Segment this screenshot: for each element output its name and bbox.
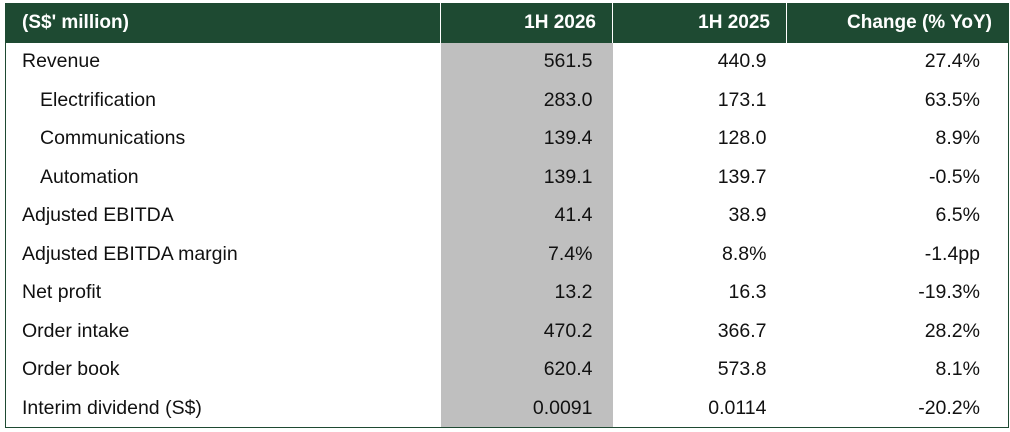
value-1h-2025: 366.7 <box>717 319 767 342</box>
value-1h-2026: 0.0091 <box>440 389 613 428</box>
value-1h-2026: 561.5 <box>440 42 613 81</box>
table-row: Adjusted EBITDA 41.4 38.9 6.5% <box>6 196 1009 235</box>
value-change-yoy: 6.5% <box>935 204 980 227</box>
row-label: Electrification <box>40 88 156 111</box>
row-label: Revenue <box>22 50 101 73</box>
row-label: Order book <box>22 358 120 381</box>
row-label: Automation <box>40 165 139 188</box>
header-change-yoy: Change (% YoY) <box>786 3 1009 43</box>
value-1h-2025: 139.7 <box>717 165 767 188</box>
value-1h-2025: 8.8% <box>722 242 767 265</box>
value-1h-2026: 470.2 <box>440 312 613 351</box>
value-change-yoy: -0.5% <box>929 165 980 188</box>
row-label: Adjusted EBITDA margin <box>22 242 238 265</box>
value-1h-2025: 440.9 <box>717 50 767 73</box>
header-1h-2025: 1H 2025 <box>612 3 787 43</box>
value-1h-2026: 41.4 <box>440 196 613 235</box>
value-1h-2025: 0.0114 <box>708 396 767 419</box>
header-row: (S$' million) 1H 2026 1H 2025 Change (% … <box>5 3 1009 43</box>
table-row: Revenue 561.5 440.9 27.4% <box>6 42 1009 81</box>
table-row: Automation 139.1 139.7 -0.5% <box>6 158 1009 197</box>
table-row: Electrification 283.0 173.1 63.5% <box>6 81 1009 120</box>
value-1h-2026: 139.1 <box>440 158 613 197</box>
row-label: Communications <box>40 127 186 150</box>
value-1h-2025: 573.8 <box>717 358 767 381</box>
value-1h-2026: 7.4% <box>440 235 613 274</box>
value-1h-2025: 38.9 <box>728 204 767 227</box>
financial-summary-table: (S$' million) 1H 2026 1H 2025 Change (% … <box>5 3 1009 428</box>
table-row: Interim dividend (S$) 0.0091 0.0114 -20.2% <box>6 389 1009 428</box>
table-header: (S$' million) 1H 2026 1H 2025 Change (% … <box>5 3 1009 43</box>
value-1h-2025: 16.3 <box>728 281 767 304</box>
row-label: Net profit <box>22 281 102 304</box>
value-change-yoy: 8.9% <box>935 127 980 150</box>
row-label: Order intake <box>22 319 130 342</box>
table-row: Communications 139.4 128.0 8.9% <box>6 119 1009 158</box>
value-change-yoy: -1.4pp <box>924 242 980 265</box>
value-change-yoy: -19.3% <box>918 281 980 304</box>
table-row: Order intake 470.2 366.7 28.2% <box>6 312 1009 351</box>
value-1h-2026: 620.4 <box>440 350 613 389</box>
value-change-yoy: 63.5% <box>924 88 980 111</box>
value-1h-2026: 139.4 <box>440 119 613 158</box>
value-1h-2025: 128.0 <box>717 127 767 150</box>
row-label: Adjusted EBITDA <box>22 204 174 227</box>
table-row: Order book 620.4 573.8 8.1% <box>6 350 1009 389</box>
value-change-yoy: -20.2% <box>918 396 980 419</box>
header-metric: (S$' million) <box>22 12 129 34</box>
row-label: Interim dividend (S$) <box>22 396 202 419</box>
value-change-yoy: 27.4% <box>924 50 980 73</box>
value-1h-2026: 283.0 <box>440 81 613 120</box>
table-row: Net profit 13.2 16.3 -19.3% <box>6 273 1009 312</box>
value-1h-2025: 173.1 <box>717 88 767 111</box>
value-change-yoy: 28.2% <box>924 319 980 342</box>
value-1h-2026: 13.2 <box>440 273 613 312</box>
table-row: Adjusted EBITDA margin 7.4% 8.8% -1.4pp <box>6 235 1009 274</box>
table-body: Revenue 561.5 440.9 27.4% Electrification 283… <box>6 42 1009 428</box>
value-change-yoy: 8.1% <box>935 358 980 381</box>
header-1h-2026: 1H 2026 <box>440 3 613 43</box>
